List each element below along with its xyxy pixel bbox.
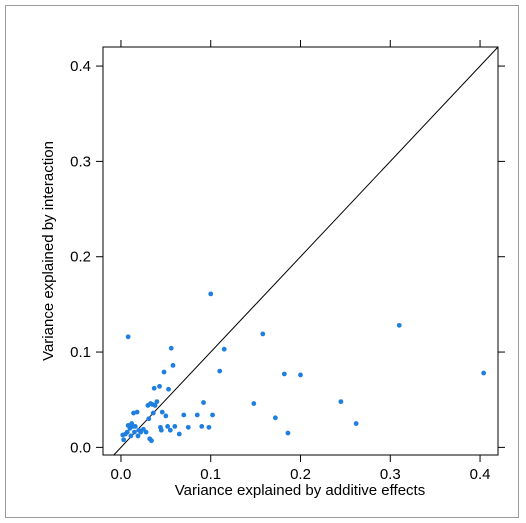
data-point	[353, 421, 359, 426]
data-point	[132, 429, 137, 435]
data-point	[135, 433, 141, 439]
data-point	[154, 399, 160, 405]
data-point	[481, 370, 487, 376]
x-tick-label: 0.0	[111, 466, 132, 483]
data-point	[396, 322, 402, 328]
data-point	[149, 438, 154, 444]
data-point	[132, 424, 138, 429]
plot-area	[102, 46, 499, 456]
data-point	[185, 424, 191, 430]
data-point	[157, 383, 162, 389]
data-point	[167, 427, 173, 433]
data-point	[272, 415, 278, 421]
y-tick-label: 0.0	[70, 439, 91, 456]
data-point	[199, 424, 205, 429]
data-point	[338, 399, 344, 405]
data-points	[120, 291, 487, 444]
data-point	[194, 412, 200, 418]
data-point	[152, 403, 158, 408]
identity-line	[113, 46, 499, 456]
data-point	[201, 400, 206, 405]
data-point	[131, 410, 136, 416]
y-tick-label: 0.4	[70, 58, 91, 75]
x-axis-ticks: 0.0 0.1 0.2 0.3 0.4	[111, 40, 491, 483]
data-point	[146, 416, 152, 422]
data-point	[221, 346, 227, 352]
x-tick-label: 0.3	[380, 466, 401, 483]
data-point	[210, 412, 215, 418]
y-axis-title: Variance explained by interaction	[40, 141, 57, 361]
data-point	[158, 427, 164, 433]
data-point	[206, 424, 212, 430]
data-point	[150, 410, 156, 416]
data-point	[128, 433, 134, 439]
x-tick-label: 0.4	[470, 466, 491, 483]
data-point	[251, 401, 257, 406]
data-point	[134, 409, 140, 415]
data-point	[208, 291, 214, 297]
data-point	[260, 331, 266, 337]
x-tick-label: 0.2	[290, 466, 311, 483]
data-point	[285, 430, 291, 436]
data-point	[298, 372, 303, 378]
data-point	[168, 345, 174, 351]
data-point	[217, 368, 223, 374]
data-point	[165, 424, 171, 429]
data-point	[176, 431, 182, 437]
y-tick-label: 0.2	[70, 249, 91, 266]
data-point	[161, 369, 167, 375]
data-point	[121, 437, 127, 443]
data-point	[125, 334, 131, 340]
data-point	[172, 424, 178, 429]
data-point	[143, 429, 149, 435]
data-point	[170, 362, 176, 368]
y-tick-label: 0.3	[70, 153, 91, 170]
y-tick-label: 0.1	[70, 344, 91, 361]
x-tick-label: 0.1	[200, 466, 221, 483]
data-point	[163, 413, 169, 419]
data-point	[166, 386, 171, 392]
data-point	[159, 409, 165, 415]
data-point	[281, 371, 287, 377]
data-point	[151, 385, 157, 391]
data-point	[124, 429, 130, 435]
x-axis-title: Variance explained by additive effects	[175, 482, 425, 499]
data-point	[181, 412, 187, 418]
y-axis-ticks: 0.0 0.1 0.2 0.3 0.4	[70, 58, 505, 456]
